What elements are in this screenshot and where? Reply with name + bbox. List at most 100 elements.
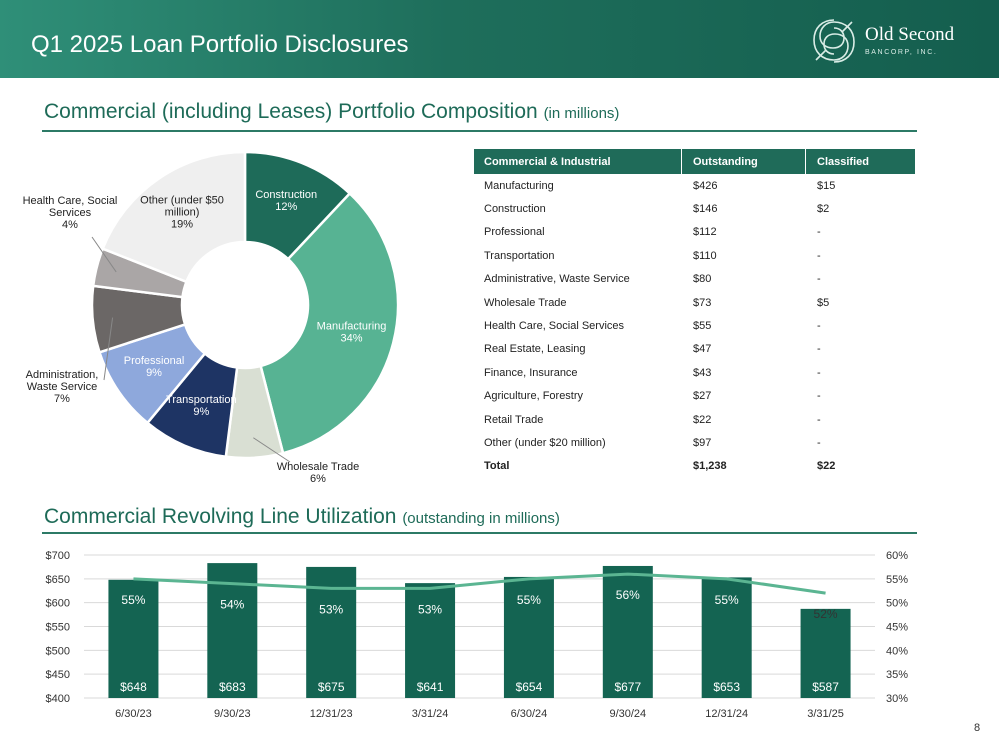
table-row: Wholesale Trade $73 $5 [474,291,915,314]
line-value-label: 53% [319,602,343,616]
portfolio-composition-title: Commercial (including Leases) Portfolio … [44,100,619,124]
x-tick-label: 3/31/24 [412,708,449,720]
row-outstanding: $73 [693,296,712,309]
bar-value-label: $683 [219,680,246,694]
y-right-tick-label: 40% [886,645,908,657]
donut-slice-label: Other (under $50 million) 19% [140,194,224,230]
total-classified: $22 [817,460,836,473]
portfolio-donut-chart: Construction 12% Manufacturing 34% Transport… [0,140,470,500]
y-right-tick-label: 35% [886,669,908,681]
table-row: Agriculture, Forestry $27 - [474,385,915,408]
line-value-label: 55% [121,593,145,607]
table-row: Manufacturing $426 $15 [474,174,915,197]
donut-slice-label: Transportation 9% [166,394,237,418]
row-classified: - [817,390,821,403]
y-left-tick-label: $650 [46,574,70,586]
donut-slice-label: Wholesale Trade 6% [277,461,360,485]
section-divider [42,532,917,534]
row-category: Administrative, Waste Service [484,273,630,286]
row-classified: - [817,436,821,449]
utilization-line [133,572,826,595]
table-row: Finance, Insurance $43 - [474,361,915,384]
row-category: Other (under $20 million) [484,436,606,449]
section-divider [42,130,917,132]
row-classified: - [817,413,821,426]
y-left-tick-label: $450 [46,669,70,681]
x-tick-label: 12/31/24 [705,708,748,720]
y-right-tick-label: 50% [886,598,908,610]
revolving-utilization-title: Commercial Revolving Line Utilization (o… [44,505,560,529]
portfolio-composition-title-text: Commercial (including Leases) Portfolio … [44,100,538,123]
x-tick-label: 3/31/25 [807,708,844,720]
bar-value-label: $587 [812,680,839,694]
row-category: Transportation [484,249,555,262]
donut-leader-line [91,236,117,273]
revolving-utilization-title-text: Commercial Revolving Line Utilization [44,505,397,528]
row-classified: - [817,273,821,286]
line-value-label: 54% [220,598,244,612]
page-number: 8 [974,722,981,734]
bar-value-label: $677 [614,680,641,694]
row-outstanding: $146 [693,203,718,216]
row-category: Health Care, Social Services [484,320,625,333]
table-row: Professional $112 - [474,221,915,244]
x-tick-label: 6/30/24 [511,708,548,720]
x-tick-label: 6/30/23 [115,708,152,720]
row-category: Agriculture, Forestry [484,390,584,403]
table-row: Retail Trade $22 - [474,408,915,431]
donut-leader-line [103,317,114,381]
row-category: Wholesale Trade [484,296,567,309]
row-outstanding: $426 [693,179,718,192]
y-right-tick-label: 55% [886,574,908,586]
utilization-bar [503,576,554,698]
y-left-tick-label: $600 [46,598,70,610]
row-outstanding: $43 [693,366,712,379]
x-tick-label: 9/30/24 [609,708,646,720]
utilization-bar [602,565,653,698]
donut-slice-label: Administration, Waste Service 7% [26,369,99,405]
row-category: Professional [484,226,545,239]
logo-name: Old Second [865,24,955,45]
donut-leader-line [253,437,291,463]
line-value-label: 55% [715,593,739,607]
table-header: Commercial & Industrial Outstanding Clas… [474,149,915,174]
bar-value-label: $675 [318,680,345,694]
total-outstanding: $1,238 [693,460,727,473]
row-classified: - [817,249,821,262]
bar-svg: $400 $450 $500 $550 $600 $650 $700 30% 35% 40% 45%… [46,550,909,720]
utilization-combo-chart: $400 $450 $500 $550 $600 $650 $700 30% 35% 40% 45%… [0,540,999,725]
bar-value-label: $653 [713,680,740,694]
table-row: Other (under $20 million) $97 - [474,431,915,454]
table-row: Administrative, Waste Service $80 - [474,268,915,291]
row-outstanding: $80 [693,273,712,286]
y-left-tick-label: $550 [46,622,70,634]
header-category: Commercial & Industrial [474,149,682,174]
revolving-utilization-subtitle: (outstanding in millions) [402,510,560,527]
table-body: Manufacturing $426 $15 Construction $146 $2 Pr… [474,174,915,455]
portfolio-composition-subtitle: (in millions) [543,105,620,122]
commercial-industrial-table: Commercial & Industrial Outstanding Clas… [474,149,915,478]
row-outstanding: $22 [693,413,712,426]
donut-slice [101,150,247,284]
y-left-tick-label: $400 [46,693,70,705]
x-tick-label: 12/31/23 [310,708,353,720]
logo-knot-icon [813,19,855,63]
page-title: Q1 2025 Loan Portfolio Disclosures [31,31,409,58]
logo-subtitle: BANCORP, INC. [865,49,938,56]
donut-svg: Construction 12% Manufacturing 34% Transport… [23,150,400,485]
line-value-label: 53% [418,602,442,616]
line-value-label: 56% [616,588,640,602]
header-outstanding: Outstanding [682,149,806,174]
row-category: Construction [484,203,546,216]
bar-value-label: $641 [417,680,444,694]
y-right-tick-label: 60% [886,550,908,562]
row-category: Retail Trade [484,413,544,426]
header-classified: Classified [817,155,869,168]
row-outstanding: $55 [693,320,712,333]
company-logo: Old Second BANCORP, INC. [808,16,988,66]
donut-slice-label: Manufacturing 34% [317,320,387,344]
utilization-bar [800,608,851,698]
row-outstanding: $27 [693,390,712,403]
y-left-tick-label: $500 [46,645,70,657]
y-right-tick-label: 45% [886,622,908,634]
